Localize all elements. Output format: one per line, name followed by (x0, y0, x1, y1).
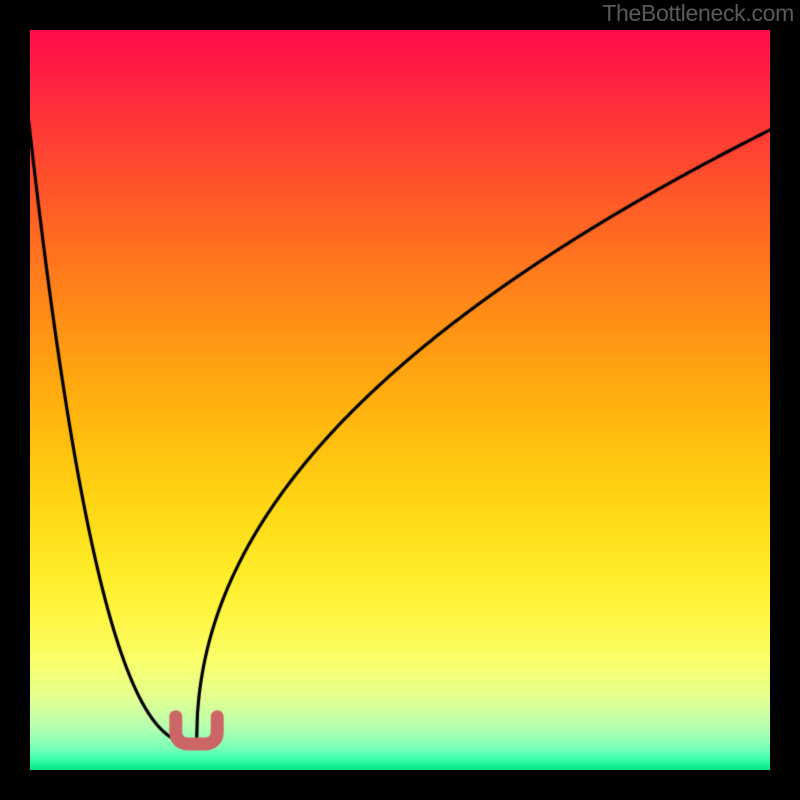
watermark-text: TheBottleneck.com (602, 0, 794, 27)
plot-area (30, 30, 770, 770)
bottleneck-curves (30, 30, 770, 770)
chart-container: TheBottleneck.com (0, 0, 800, 800)
